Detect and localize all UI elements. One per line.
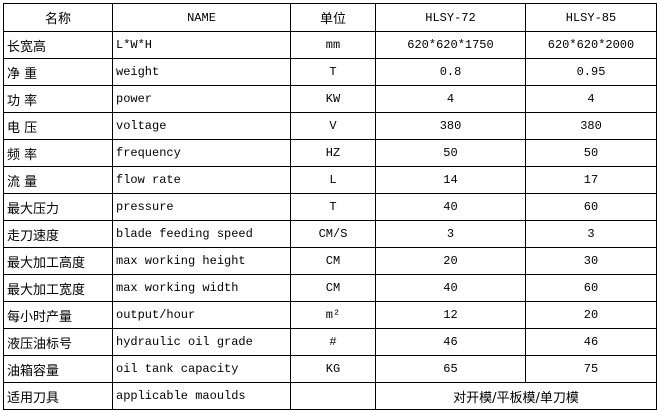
spec-unit: T xyxy=(290,193,376,221)
spec-unit: # xyxy=(290,328,376,356)
spec-value-a: 40 xyxy=(375,193,526,221)
spec-name-cn: 最大加工高度 xyxy=(3,247,113,275)
spec-unit: T xyxy=(290,58,376,86)
spec-value-shared: 对开模/平板模/单刀模 xyxy=(375,382,657,410)
spec-name-en: frequency xyxy=(112,139,291,167)
spec-value-b: 60 xyxy=(525,274,657,302)
spec-value-b: 4 xyxy=(525,85,657,113)
spec-value-b: 60 xyxy=(525,193,657,221)
spec-unit: V xyxy=(290,112,376,140)
spec-unit: CM/S xyxy=(290,220,376,248)
spec-name-cn: 长宽高 xyxy=(3,31,113,59)
table-row: 净 重 weight T 0.8 0.95 xyxy=(3,58,657,86)
spec-value-a: 380 xyxy=(375,112,526,140)
spec-value-a: 12 xyxy=(375,301,526,329)
spec-name-cn: 净 重 xyxy=(3,58,113,86)
spec-name-cn: 油箱容量 xyxy=(3,355,113,383)
spec-unit: L xyxy=(290,166,376,194)
spec-table: 名称 NAME 单位 HLSY-72 HLSY-85 长宽高 L*W*H mm 620… xyxy=(3,3,657,410)
spec-value-b: 50 xyxy=(525,139,657,167)
header-row: 名称 NAME 单位 HLSY-72 HLSY-85 xyxy=(3,3,657,32)
spec-name-en: pressure xyxy=(112,193,291,221)
spec-value-b: 30 xyxy=(525,247,657,275)
table-row: 适用刀具 applicable maoulds 对开模/平板模/单刀模 xyxy=(3,382,657,410)
spec-value-a: 65 xyxy=(375,355,526,383)
table-row: 最大加工高度 max working height CM 20 30 xyxy=(3,247,657,275)
table-row: 电 压 voltage V 380 380 xyxy=(3,112,657,140)
spec-value-a: 46 xyxy=(375,328,526,356)
spec-name-en: weight xyxy=(112,58,291,86)
spec-name-en: L*W*H xyxy=(112,31,291,59)
spec-name-cn: 频 率 xyxy=(3,139,113,167)
spec-unit: KG xyxy=(290,355,376,383)
spec-unit xyxy=(290,382,376,410)
spec-unit: HZ xyxy=(290,139,376,167)
spec-name-en: blade feeding speed xyxy=(112,220,291,248)
table-row: 频 率 frequency HZ 50 50 xyxy=(3,139,657,167)
table-row: 每小时产量 output/hour m² 12 20 xyxy=(3,301,657,329)
spec-value-a: 3 xyxy=(375,220,526,248)
spec-name-en: output/hour xyxy=(112,301,291,329)
table-row: 功 率 power KW 4 4 xyxy=(3,85,657,113)
spec-value-b: 20 xyxy=(525,301,657,329)
spec-name-cn: 最大压力 xyxy=(3,193,113,221)
header-name-en: NAME xyxy=(112,3,291,32)
spec-value-b: 0.95 xyxy=(525,58,657,86)
table-row: 最大压力 pressure T 40 60 xyxy=(3,193,657,221)
spec-name-en: max working width xyxy=(112,274,291,302)
spec-value-b: 75 xyxy=(525,355,657,383)
header-name-cn: 名称 xyxy=(3,3,113,32)
spec-name-en: applicable maoulds xyxy=(112,382,291,410)
spec-value-b: 46 xyxy=(525,328,657,356)
spec-value-a: 4 xyxy=(375,85,526,113)
spec-value-b: 620*620*2000 xyxy=(525,31,657,59)
spec-value-a: 50 xyxy=(375,139,526,167)
header-model-b: HLSY-85 xyxy=(525,3,657,32)
table-row: 流 量 flow rate L 14 17 xyxy=(3,166,657,194)
spec-name-cn: 流 量 xyxy=(3,166,113,194)
spec-value-a: 20 xyxy=(375,247,526,275)
spec-name-en: power xyxy=(112,85,291,113)
table-row: 走刀速度 blade feeding speed CM/S 3 3 xyxy=(3,220,657,248)
table-row: 油箱容量 oil tank capacity KG 65 75 xyxy=(3,355,657,383)
table-row: 长宽高 L*W*H mm 620*620*1750 620*620*2000 xyxy=(3,31,657,59)
spec-name-en: hydraulic oil grade xyxy=(112,328,291,356)
spec-name-cn: 液压油标号 xyxy=(3,328,113,356)
header-unit: 单位 xyxy=(290,3,376,32)
spec-unit: mm xyxy=(290,31,376,59)
spec-value-a: 14 xyxy=(375,166,526,194)
spec-name-cn: 走刀速度 xyxy=(3,220,113,248)
spec-name-cn: 每小时产量 xyxy=(3,301,113,329)
spec-name-en: voltage xyxy=(112,112,291,140)
spec-name-en: max working height xyxy=(112,247,291,275)
spec-unit: CM xyxy=(290,247,376,275)
spec-value-a: 620*620*1750 xyxy=(375,31,526,59)
spec-unit: m² xyxy=(290,301,376,329)
header-model-a: HLSY-72 xyxy=(375,3,526,32)
spec-name-cn: 最大加工宽度 xyxy=(3,274,113,302)
table-row: 最大加工宽度 max working width CM 40 60 xyxy=(3,274,657,302)
spec-name-cn: 适用刀具 xyxy=(3,382,113,410)
table-row: 液压油标号 hydraulic oil grade #46 46 xyxy=(3,328,657,356)
spec-value-b: 380 xyxy=(525,112,657,140)
spec-value-b: 17 xyxy=(525,166,657,194)
spec-value-b: 3 xyxy=(525,220,657,248)
spec-name-en: flow rate xyxy=(112,166,291,194)
spec-name-cn: 电 压 xyxy=(3,112,113,140)
spec-name-en: oil tank capacity xyxy=(112,355,291,383)
spec-value-a: 40 xyxy=(375,274,526,302)
spec-value-a: 0.8 xyxy=(375,58,526,86)
spec-unit: KW xyxy=(290,85,376,113)
spec-name-cn: 功 率 xyxy=(3,85,113,113)
spec-unit: CM xyxy=(290,274,376,302)
